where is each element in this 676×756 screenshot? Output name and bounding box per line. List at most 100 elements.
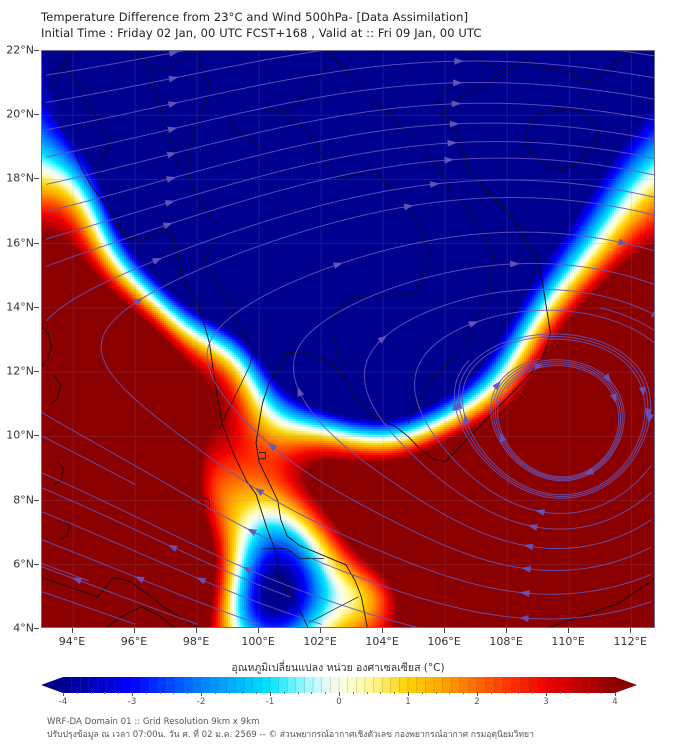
colorbar-caption: อุณหภูมิเปลี่ยนแปลง หน่วย องศาเซลเซียส (… — [231, 662, 445, 674]
colorbar-tick-label: -3 — [127, 697, 137, 707]
x-tick-label: 100°E — [241, 635, 275, 648]
colorbar-major-tick — [132, 692, 133, 696]
colorbar-minor-tick — [325, 692, 327, 694]
title-line-2: Initial Time : Friday 02 Jan, 00 UTC FCS… — [41, 26, 482, 40]
y-tick-label: 12°N — [6, 364, 34, 378]
x-tick-label: 112°E — [613, 635, 647, 648]
title-line-1: Temperature Difference from 23°C and Win… — [41, 10, 469, 24]
colorbar-minor-tick — [366, 692, 368, 694]
colorbar-minor-tick — [573, 692, 575, 694]
colorbar-minor-tick — [159, 692, 161, 694]
x-tick-mark — [568, 628, 570, 633]
colorbar-minor-tick — [214, 692, 216, 694]
colorbar-major-tick — [201, 692, 202, 696]
x-tick-mark — [320, 628, 322, 633]
colorbar-major-tick — [339, 692, 340, 696]
colorbar-major-tick — [270, 692, 271, 696]
x-axis-longitude: 94°E 96°E 98°E 100°E 102°E 104°E 106°E 108°E 110… — [41, 628, 655, 650]
colorbar-minor-tick — [173, 692, 175, 694]
colorbar-minor-tick — [504, 692, 506, 694]
colorbar-minor-tick — [421, 692, 423, 694]
colorbar-minor-tick — [463, 692, 465, 694]
colorbar-gradient — [41, 677, 637, 693]
colorbar-minor-tick — [104, 692, 106, 694]
y-tick-label: 18°N — [6, 171, 34, 185]
y-tick-label: 6°N — [13, 557, 34, 571]
y-axis-latitude: 22°N 20°N 18°N 16°N 14°N 12°N 10°N 8°N 6°N 4°N — [0, 44, 39, 635]
y-tick-label: 16°N — [6, 236, 34, 250]
colorbar-minor-tick — [311, 692, 313, 694]
colorbar-major-tick — [546, 692, 547, 696]
x-tick-mark — [258, 628, 260, 633]
colorbar-tick-label: 4 — [612, 697, 618, 707]
colorbar-tick-label: 0 — [336, 697, 342, 707]
colorbar-minor-tick — [283, 692, 285, 694]
colorbar-minor-tick — [380, 692, 382, 694]
map-plot-area[interactable] — [41, 50, 655, 628]
x-tick-label: 96°E — [120, 635, 148, 648]
colorbar-minor-tick — [449, 692, 451, 694]
y-tick-label: 4°N — [13, 621, 34, 635]
x-tick-mark — [72, 628, 73, 633]
figure-footer: WRF-DA Domain 01 :: Grid Resolution 9km … — [47, 716, 667, 742]
x-tick-label: 106°E — [427, 635, 461, 648]
figure-title: Temperature Difference from 23°C and Win… — [41, 9, 661, 41]
wind-streamlines — [42, 51, 654, 627]
y-tick-mark — [34, 563, 39, 565]
colorbar-minor-tick — [490, 692, 492, 694]
y-tick-mark — [34, 114, 39, 116]
y-tick-label: 22°N — [6, 43, 34, 57]
colorbar-ticks: -4 -3 -2 -1 0 1 2 3 4 — [41, 692, 637, 710]
x-tick-label: 104°E — [365, 635, 399, 648]
colorbar-minor-tick — [532, 692, 534, 694]
x-tick-label: 102°E — [303, 635, 337, 648]
colorbar-minor-tick — [118, 692, 120, 694]
footer-line-2: ปรับปรุงข้อมูล ณ เวลา 07:00น. วัน ศ. ที่… — [47, 730, 534, 740]
colorbar-minor-tick — [352, 692, 354, 694]
colorbar[interactable] — [41, 674, 637, 700]
y-tick-mark — [34, 242, 39, 244]
y-tick-mark — [34, 50, 39, 51]
colorbar-minor-tick — [559, 692, 561, 694]
x-tick-label: 94°E — [58, 635, 86, 648]
colorbar-tick-label: 2 — [474, 697, 480, 707]
colorbar-major-tick — [477, 692, 478, 696]
colorbar-major-tick — [408, 692, 409, 696]
x-tick-label: 98°E — [182, 635, 210, 648]
colorbar-minor-tick — [145, 692, 147, 694]
colorbar-tick-label: -4 — [58, 697, 68, 707]
y-tick-mark — [34, 435, 39, 437]
x-tick-label: 110°E — [551, 635, 585, 648]
colorbar-minor-tick — [587, 692, 589, 694]
colorbar-minor-tick — [297, 692, 299, 694]
x-tick-mark — [630, 628, 632, 633]
colorbar-minor-tick — [90, 692, 92, 694]
colorbar-minor-tick — [242, 692, 244, 694]
x-tick-mark — [444, 628, 446, 633]
y-tick-mark — [34, 306, 39, 308]
x-tick-mark — [134, 628, 136, 633]
colorbar-minor-tick — [76, 692, 78, 694]
y-tick-mark — [34, 628, 39, 629]
colorbar-minor-tick — [394, 692, 396, 694]
x-tick-mark — [196, 628, 198, 633]
map-frame — [41, 50, 655, 628]
colorbar-minor-tick — [256, 692, 258, 694]
y-tick-label: 14°N — [6, 300, 34, 314]
footer-line-1: WRF-DA Domain 01 :: Grid Resolution 9km … — [47, 717, 260, 727]
x-tick-mark — [382, 628, 384, 633]
y-tick-mark — [34, 178, 39, 180]
colorbar-tick-label: -1 — [265, 697, 275, 707]
y-tick-mark — [34, 499, 39, 501]
colorbar-minor-tick — [518, 692, 520, 694]
x-tick-mark — [506, 628, 508, 633]
temperature-field — [42, 51, 654, 627]
colorbar-minor-tick — [228, 692, 230, 694]
colorbar-tick-label: 3 — [543, 697, 549, 707]
colorbar-minor-tick — [435, 692, 437, 694]
colorbar-tick-label: 1 — [405, 697, 411, 707]
y-tick-mark — [34, 371, 39, 373]
colorbar-tick-label: -2 — [196, 697, 206, 707]
colorbar-major-tick — [615, 692, 616, 696]
